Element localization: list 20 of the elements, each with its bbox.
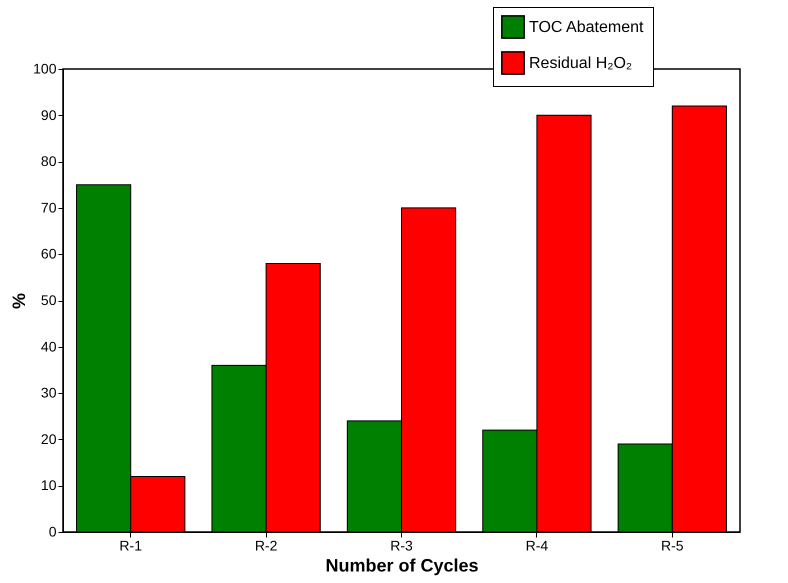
x-tick-label: R-1 xyxy=(119,538,142,554)
y-tick-label: 60 xyxy=(40,246,57,262)
y-tick-label: 50 xyxy=(40,292,57,308)
y-tick-label: 100 xyxy=(33,60,57,76)
y-tick-label: 30 xyxy=(40,384,57,401)
y-tick-label: 90 xyxy=(40,106,57,123)
x-tick-label: R-4 xyxy=(526,538,548,554)
x-axis-title: Number of Cycles xyxy=(325,556,479,576)
legend-label: Residual H₂O₂ xyxy=(529,55,632,72)
y-tick-label: 40 xyxy=(40,338,57,354)
x-tick-label: R-5 xyxy=(661,538,684,554)
y-tick-label: 0 xyxy=(48,524,57,540)
y-tick-label: 20 xyxy=(40,430,57,447)
y-axis-title: % xyxy=(9,292,30,310)
y-tick-label: 70 xyxy=(40,199,57,216)
x-tick-label: R-3 xyxy=(390,538,413,554)
legend-label: TOC Abatement xyxy=(529,19,644,36)
y-tick-label: 10 xyxy=(40,477,57,494)
x-tick-label: R-2 xyxy=(254,538,278,554)
y-tick-label: 80 xyxy=(40,153,57,170)
